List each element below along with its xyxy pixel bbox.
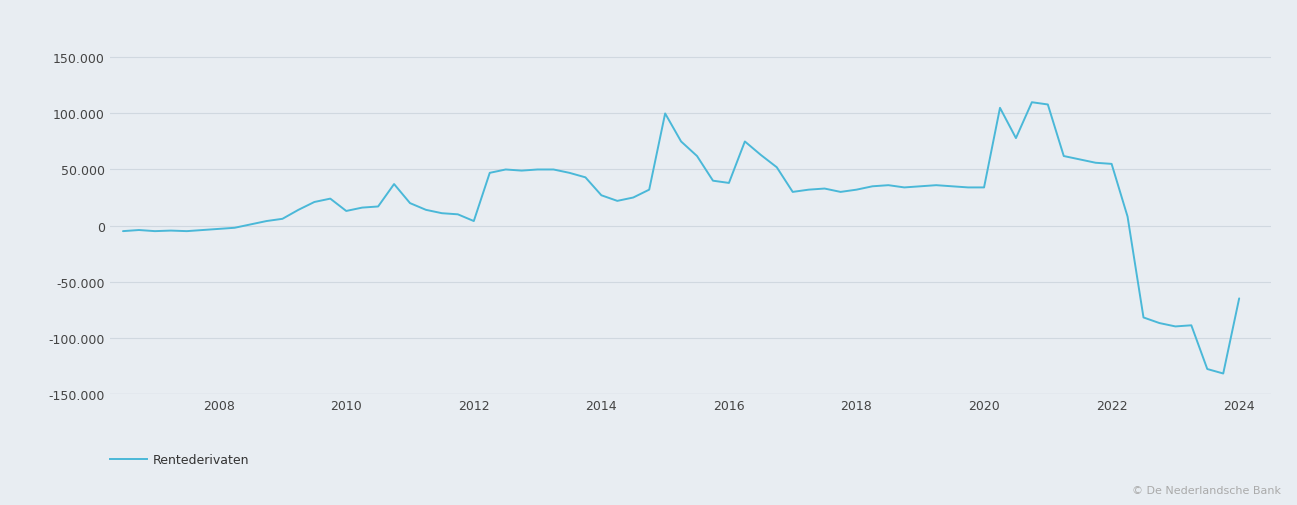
Rentederivaten xyxy=(1136,315,1152,321)
Rentederivaten xyxy=(147,229,162,235)
Rentederivaten xyxy=(115,229,131,235)
Rentederivaten xyxy=(1184,323,1200,329)
Rentederivaten xyxy=(785,189,800,195)
Rentederivaten xyxy=(1215,371,1231,377)
Text: © De Nederlandsche Bank: © De Nederlandsche Bank xyxy=(1132,485,1281,495)
Rentederivaten xyxy=(1231,296,1246,302)
Rentederivaten xyxy=(275,216,291,222)
Text: Rentederivaten: Rentederivaten xyxy=(153,453,249,466)
Rentederivaten xyxy=(658,111,673,117)
Line: Rentederivaten: Rentederivaten xyxy=(123,103,1239,374)
Rentederivaten xyxy=(1025,100,1040,106)
